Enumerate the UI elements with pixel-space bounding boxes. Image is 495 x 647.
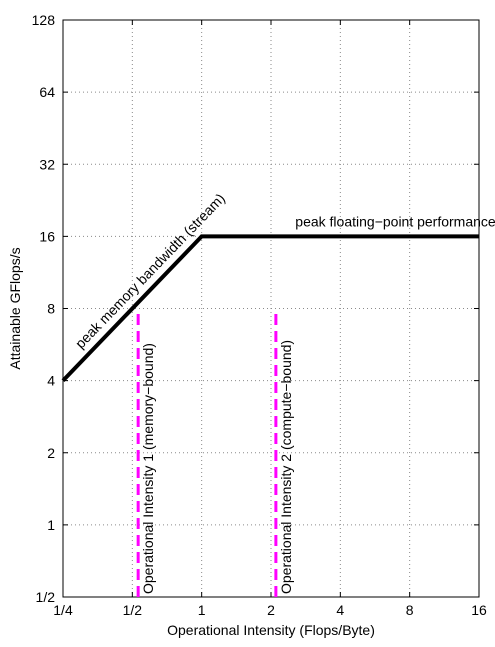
- grid-lines: [63, 20, 479, 597]
- x-tick-label: 1/2: [123, 602, 143, 618]
- y-tick-label: 1/2: [36, 589, 56, 605]
- y-tick-label: 8: [47, 301, 55, 317]
- annotation-label: peak memory bandwidth (stream): [72, 190, 228, 351]
- y-tick-label: 64: [39, 84, 55, 100]
- y-tick-label: 4: [47, 373, 55, 389]
- y-tick-label: 32: [39, 156, 55, 172]
- x-tick-label: 2: [267, 602, 275, 618]
- x-axis-label: Operational Intensity (Flops/Byte): [167, 622, 375, 638]
- y-tick-label: 2: [47, 445, 55, 461]
- x-tick-label: 8: [406, 602, 414, 618]
- x-tick-label: 16: [471, 602, 487, 618]
- intensity-markers: Operational Intensity 1 (memory−bound) Op…: [136, 308, 294, 597]
- roofline-series: [61, 234, 479, 382]
- x-tick-label: 1/4: [53, 602, 73, 618]
- x-tick-label: 4: [336, 602, 344, 618]
- intensity-marker-label: Operational Intensity 1 (memory−bound): [140, 343, 156, 594]
- roofline-line: [61, 234, 479, 382]
- intensity-marker-label: Operational Intensity 2 (compute−bound): [278, 340, 294, 594]
- y-tick-label: 128: [32, 12, 56, 28]
- y-axis-label: Attainable GFlops/s: [7, 247, 23, 369]
- y-tick-label: 1: [47, 517, 55, 533]
- annotation-label: peak floating−point performance: [295, 213, 495, 229]
- x-tick-label: 1: [198, 602, 206, 618]
- annotations: peak memory bandwidth (stream) peak float…: [72, 190, 495, 351]
- y-tick-label: 16: [39, 228, 55, 244]
